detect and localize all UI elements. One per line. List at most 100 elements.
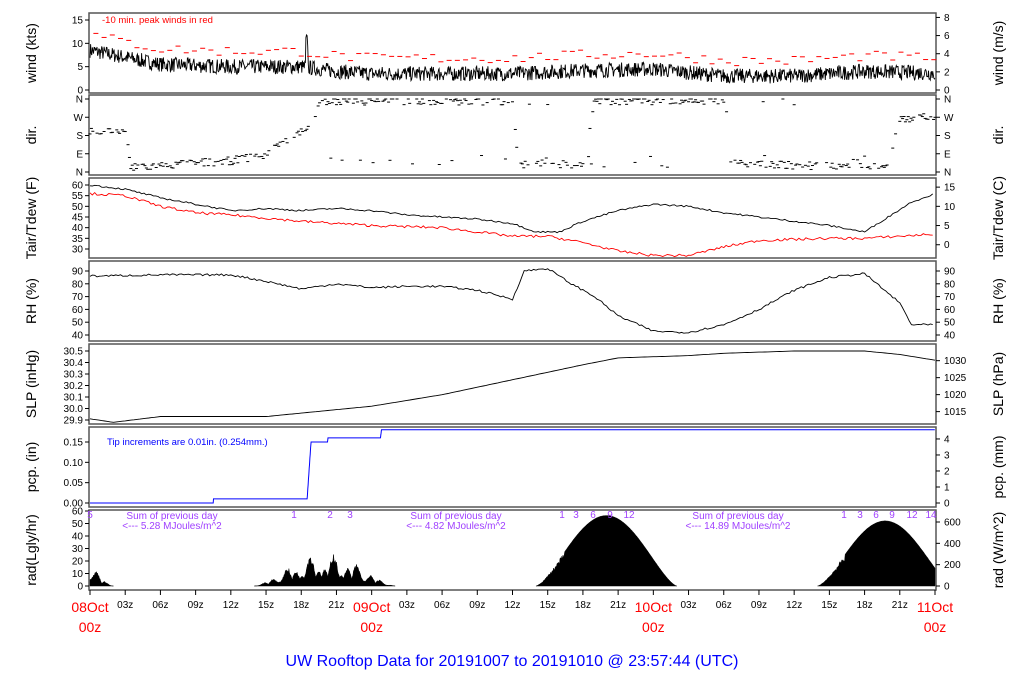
- rh-ytick-label: 70: [72, 292, 84, 303]
- slp-ytick-label: 29.9: [64, 416, 84, 427]
- dir-ytick-label: S: [76, 131, 83, 142]
- pcp-ytick-right-label: 1: [944, 482, 950, 493]
- x-tick-label: 09z: [188, 600, 204, 611]
- rh-ytick-right-label: 50: [944, 318, 956, 329]
- rad-ytick-right-label: 400: [944, 539, 961, 550]
- wind-ytick-label: 15: [72, 16, 84, 27]
- slp-ytick-label: 30.1: [64, 393, 84, 404]
- sun-hour-mark: 3: [857, 510, 863, 521]
- rad-ylabel-right: rad (W/m^2): [990, 512, 1006, 589]
- sun-hour-mark: 1: [291, 510, 297, 521]
- pcp-ytick-label: 0.05: [64, 478, 84, 489]
- sun-hour-mark: 12: [623, 510, 635, 521]
- temp-ytick-label: 35: [72, 234, 84, 245]
- wind-ylabel: wind (kts): [23, 23, 39, 84]
- sun-hour-mark: 1: [841, 510, 847, 521]
- slp-panel-frame: [88, 343, 937, 425]
- x-tick-label: 12z: [504, 600, 520, 611]
- sum-label: Sum of previous day: [692, 511, 783, 522]
- day-label: 10Oct: [635, 599, 672, 615]
- rad-ytick-label: 40: [72, 532, 84, 543]
- sun-hour-mark: 3: [573, 510, 579, 521]
- temp-ytick-label: 30: [72, 245, 84, 256]
- sun-hour-mark: 6: [873, 510, 879, 521]
- slp-ytick-label: 30.3: [64, 370, 84, 381]
- slp-ylabel: SLP (inHg): [23, 350, 39, 418]
- wind-ytick-right-label: 0: [944, 86, 950, 97]
- x-tick-label: 21z: [328, 600, 344, 611]
- slp-ytick-right-label: 1025: [944, 373, 967, 384]
- slp-ytick-label: 30.0: [64, 404, 84, 415]
- sun-hour-mark: 2: [327, 510, 333, 521]
- x-tick-label: 06z: [434, 600, 450, 611]
- dir-ytick-right-label: N: [944, 168, 951, 179]
- dewpoint-line: [89, 191, 933, 258]
- pcp-ylabel-right: pcp. (mm): [990, 436, 1006, 499]
- pcp-ylabel: pcp. (in): [23, 442, 39, 493]
- x-tick-label: 09z: [469, 600, 485, 611]
- pcp-ytick-right-label: 4: [944, 434, 950, 445]
- pcp-ytick-right-label: 2: [944, 466, 950, 477]
- dir-ytick-right-label: E: [944, 149, 951, 160]
- temp-ytick-right-label: 0: [944, 240, 950, 251]
- day-hour-label: 00z: [79, 619, 102, 635]
- wind-annotation: -10 min. peak winds in red: [102, 15, 213, 26]
- rad-ytick-label: 50: [72, 519, 84, 530]
- rad-ytick-label: 20: [72, 557, 84, 568]
- rh-ytick-label: 50: [72, 318, 84, 329]
- dir-ytick-right-label: W: [944, 113, 954, 124]
- sun-hour-mark: 3: [347, 510, 353, 521]
- pcp-ytick-right-label: 3: [944, 450, 950, 461]
- pcp-ytick-right-label: 0: [944, 499, 950, 510]
- x-tick-label: 21z: [892, 600, 908, 611]
- temp-panel-frame: [88, 177, 937, 259]
- x-tick-label: 09z: [751, 600, 767, 611]
- rh-ytick-label: 80: [72, 279, 84, 290]
- pcp-annotation: Tip increments are 0.01in. (0.254mm.): [107, 437, 268, 448]
- sum-value: <--- 4.82 MJoules/m^2: [406, 521, 506, 532]
- sum-label: Sum of previous day: [410, 511, 501, 522]
- sun-hour-mark: 1: [559, 510, 565, 521]
- wind-panel-frame: [88, 12, 937, 94]
- sun-hour-mark: 6: [590, 510, 596, 521]
- day-label: 08Oct: [71, 599, 108, 615]
- solar-radiation-area: [817, 520, 936, 587]
- rad-ytick-label: 10: [72, 569, 84, 580]
- rh-panel-frame: [88, 260, 937, 342]
- rh-ytick-label: 40: [72, 331, 84, 342]
- precip-line: [90, 429, 935, 504]
- temp-ytick-label: 40: [72, 223, 84, 234]
- rh-ytick-label: 90: [72, 267, 84, 278]
- dir-ytick-label: E: [76, 149, 83, 160]
- temp-ylabel-right: Tair/Tdew (C): [990, 176, 1006, 260]
- x-tick-label: 12z: [223, 600, 239, 611]
- wind-ytick-label: 5: [77, 62, 83, 73]
- rh-ylabel-right: RH (%): [990, 278, 1006, 324]
- rad-ytick-label: 0: [77, 582, 83, 593]
- rh-line: [89, 268, 933, 334]
- temp-ytick-right-label: 15: [944, 183, 956, 194]
- rad-ylabel: rad(Lgly/hr): [23, 514, 39, 586]
- dir-ytick-label: N: [76, 168, 83, 179]
- wind-ytick-right-label: 4: [944, 49, 950, 60]
- slp-ytick-right-label: 1020: [944, 390, 967, 401]
- sun-hour-mark: 9: [607, 510, 613, 521]
- day-label: 09Oct: [353, 599, 390, 615]
- sum-value: <--- 5.28 MJoules/m^2: [122, 521, 222, 532]
- rad-ytick-right-label: 0: [944, 582, 950, 593]
- air-temperature-line: [89, 184, 933, 234]
- temp-ytick-label: 50: [72, 202, 84, 213]
- rh-ytick-right-label: 60: [944, 305, 956, 316]
- x-tick-label: 18z: [293, 600, 309, 611]
- solar-radiation-area: [535, 515, 677, 587]
- slp-ytick-label: 30.2: [64, 381, 84, 392]
- wind-ytick-right-label: 6: [944, 31, 950, 42]
- dir-ytick-label: W: [74, 113, 84, 124]
- x-tick-label: 15z: [258, 600, 274, 611]
- x-tick-label: 18z: [575, 600, 591, 611]
- x-tick-label: 18z: [857, 600, 873, 611]
- day-hour-label: 00z: [360, 619, 383, 635]
- wind-ytick-right-label: 2: [944, 67, 950, 78]
- x-tick-label: 03z: [399, 600, 415, 611]
